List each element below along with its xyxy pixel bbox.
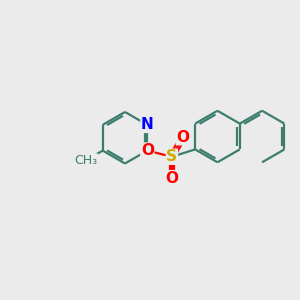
Text: CH₃: CH₃ xyxy=(74,154,97,167)
Text: O: O xyxy=(165,171,178,186)
Text: S: S xyxy=(167,149,177,164)
Text: N: N xyxy=(141,117,154,132)
Text: O: O xyxy=(176,130,189,145)
Text: O: O xyxy=(141,143,154,158)
